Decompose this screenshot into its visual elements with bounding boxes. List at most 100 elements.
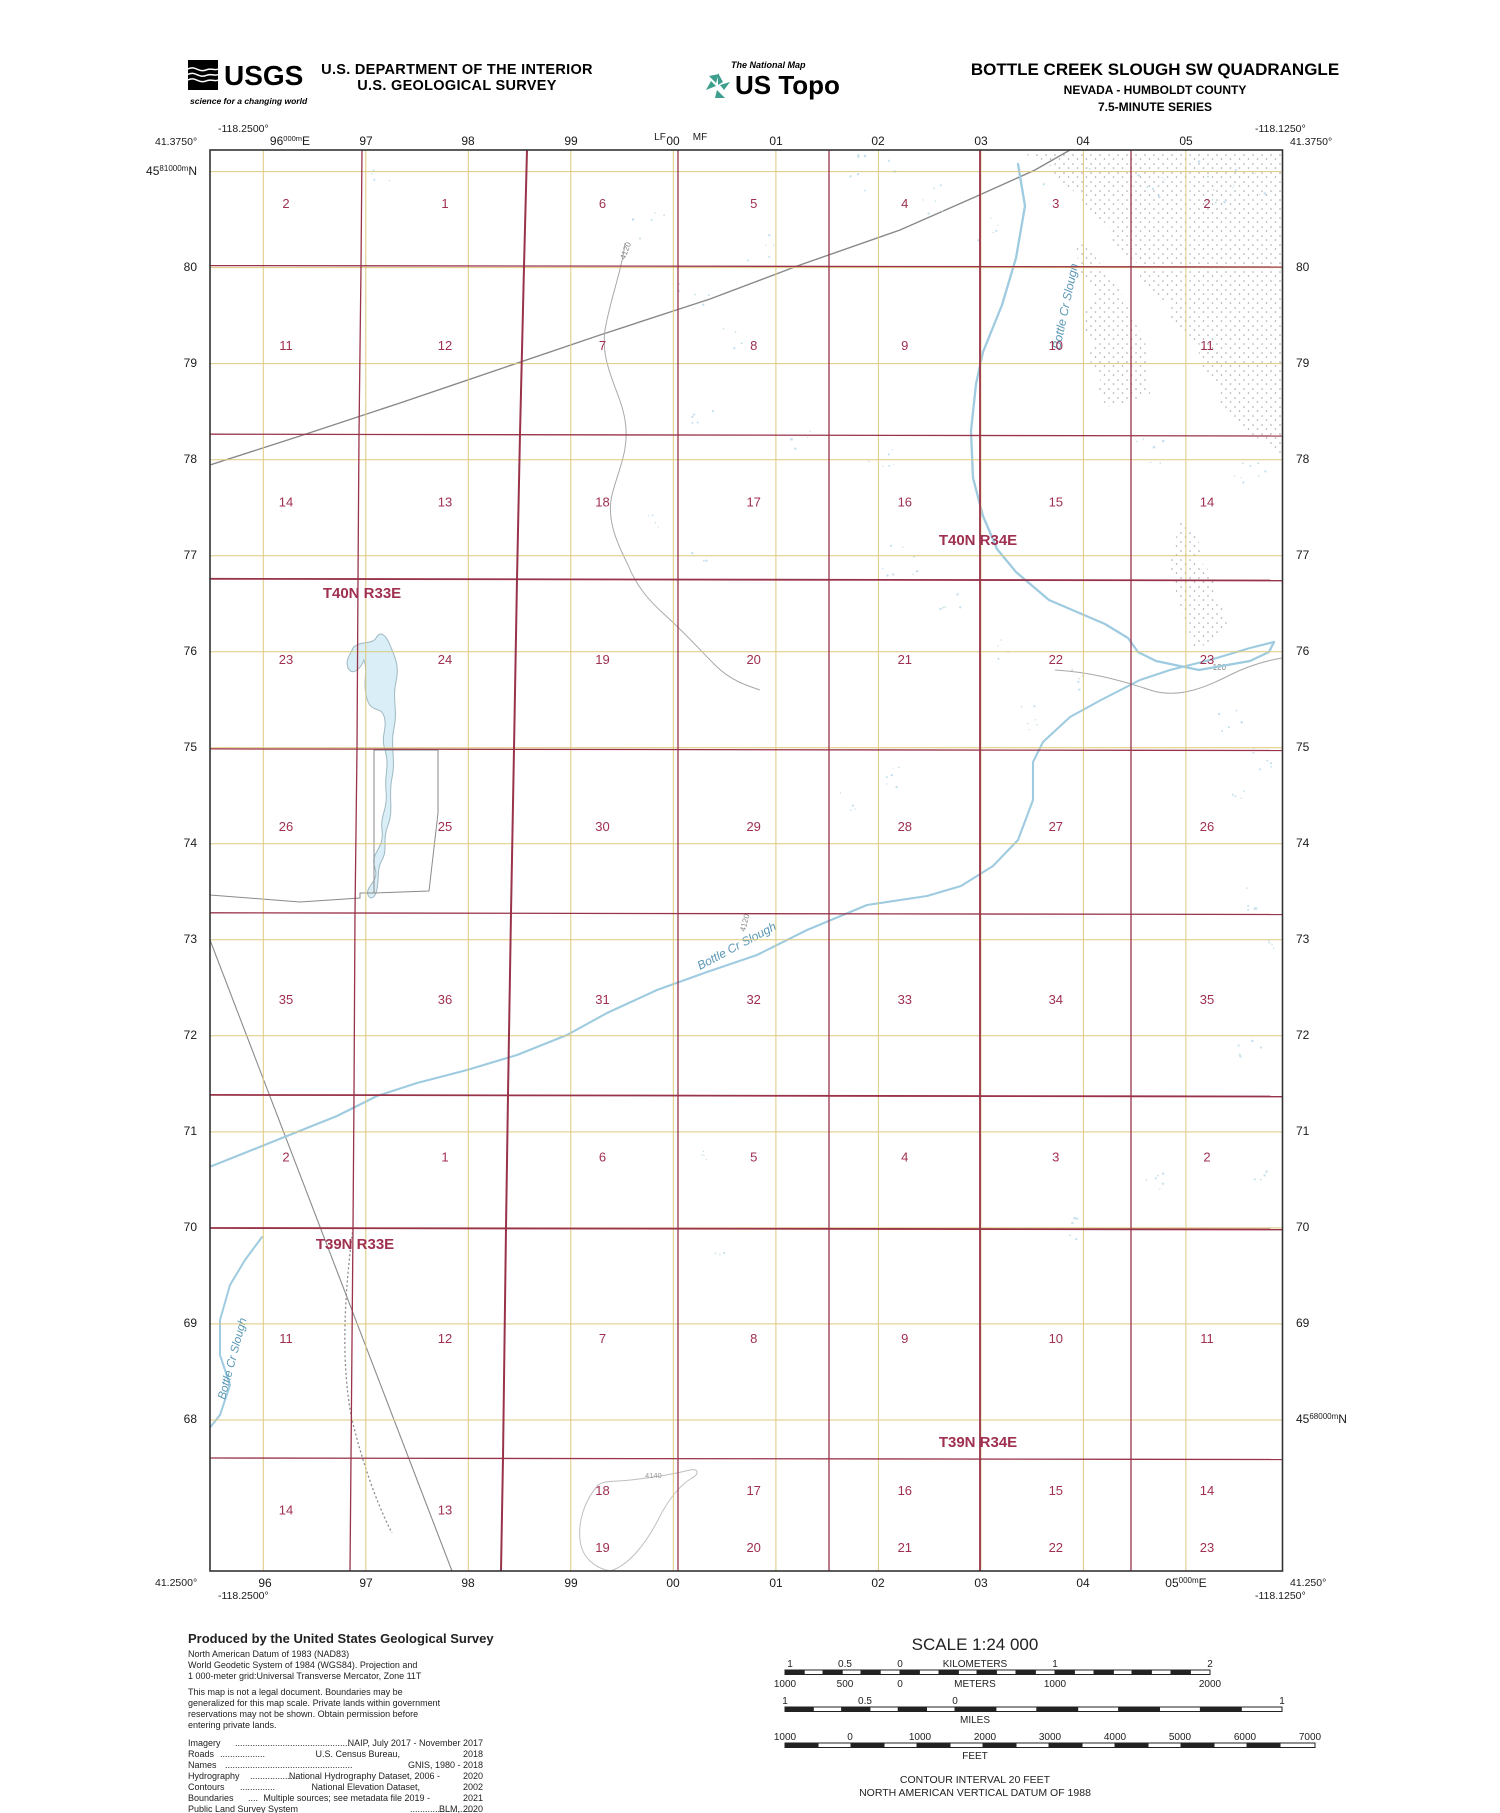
svg-text:02: 02 <box>871 1576 885 1590</box>
svg-text:04: 04 <box>1076 1576 1090 1590</box>
svg-text:MF: MF <box>693 132 707 143</box>
svg-text:12: 12 <box>438 338 452 353</box>
svg-text:28: 28 <box>898 819 912 834</box>
svg-text:T39N R33E: T39N R33E <box>316 1236 394 1253</box>
svg-text:7: 7 <box>599 1331 606 1346</box>
svg-text:National Hydrography Dataset: National Hydrography Dataset, 2006 - <box>289 1771 440 1781</box>
svg-text:reservations may not be shown.: reservations may not be shown. Obtain pe… <box>188 1709 418 1719</box>
svg-text:4581000mN: 4581000mN <box>146 164 197 179</box>
svg-text:23: 23 <box>1200 652 1214 667</box>
svg-text:1: 1 <box>1279 1696 1285 1707</box>
svg-text:World Geodetic System of 1984: World Geodetic System of 1984 (WGS84). P… <box>188 1660 417 1670</box>
svg-text:03: 03 <box>974 1576 988 1590</box>
svg-text:National Elevation Datas: National Elevation Dataset, <box>311 1782 420 1792</box>
svg-text:1: 1 <box>1052 1659 1058 1670</box>
svg-text:2: 2 <box>1207 1659 1213 1670</box>
svg-text:Roads: Roads <box>188 1749 215 1759</box>
svg-text:10: 10 <box>1049 1331 1063 1346</box>
svg-text:32: 32 <box>746 992 760 1007</box>
svg-text:11: 11 <box>279 1331 293 1346</box>
svg-text:1000: 1000 <box>909 1732 932 1743</box>
svg-text:96: 96 <box>258 1576 272 1590</box>
svg-text:1000: 1000 <box>1044 1679 1067 1690</box>
svg-text:12: 12 <box>438 1331 452 1346</box>
svg-text:1: 1 <box>787 1659 793 1670</box>
svg-text:BLM,: BLM, <box>439 1804 460 1813</box>
svg-text:78: 78 <box>1296 452 1310 466</box>
svg-text:4: 4 <box>901 196 908 211</box>
svg-text:36: 36 <box>438 992 452 1007</box>
svg-text:0: 0 <box>847 1732 853 1743</box>
svg-text:23: 23 <box>279 652 293 667</box>
svg-text:Boundaries: Boundaries <box>188 1793 234 1803</box>
svg-text:26: 26 <box>1200 819 1214 834</box>
svg-text:31: 31 <box>595 992 609 1007</box>
svg-text:01: 01 <box>769 134 783 148</box>
svg-text:6: 6 <box>599 196 606 211</box>
svg-text:70: 70 <box>184 1220 198 1234</box>
svg-text:22: 22 <box>1049 652 1063 667</box>
svg-text:18: 18 <box>595 1483 609 1498</box>
svg-text:76: 76 <box>184 644 198 658</box>
svg-text:80: 80 <box>184 260 198 274</box>
svg-text:T39N R34E: T39N R34E <box>939 1434 1017 1451</box>
svg-text:Produced by the United States: Produced by the United States Geological… <box>188 1631 494 1646</box>
svg-text:20: 20 <box>746 1540 760 1555</box>
svg-text:1 000-meter grid:Universal Tra: 1 000-meter grid:Universal Transverse Me… <box>188 1671 422 1681</box>
svg-text:77: 77 <box>184 548 198 562</box>
svg-text:-118.2500°: -118.2500° <box>218 1590 269 1602</box>
svg-text:77: 77 <box>1296 548 1310 562</box>
svg-text:2: 2 <box>1203 196 1210 211</box>
svg-text:13: 13 <box>438 1503 452 1518</box>
svg-text:2021: 2021 <box>463 1793 483 1803</box>
svg-text:16: 16 <box>898 1483 912 1498</box>
svg-text:00: 00 <box>666 1576 680 1590</box>
svg-text:Names: Names <box>188 1760 217 1770</box>
svg-text:2000: 2000 <box>974 1732 997 1743</box>
svg-text:74: 74 <box>184 836 198 850</box>
svg-text:35: 35 <box>279 992 293 1007</box>
svg-text:30: 30 <box>595 819 609 834</box>
svg-text:North American Datum of 1983 (: North American Datum of 1983 (NAD83) <box>188 1649 349 1659</box>
svg-text:CONTOUR INTERVAL 20 FEET: CONTOUR INTERVAL 20 FEET <box>900 1774 1051 1786</box>
svg-text:1000: 1000 <box>774 1732 797 1743</box>
svg-text:98: 98 <box>461 134 475 148</box>
svg-text:74: 74 <box>1296 836 1310 850</box>
svg-text:33: 33 <box>898 992 912 1007</box>
svg-text:97: 97 <box>359 1576 373 1590</box>
svg-text:4140: 4140 <box>645 1471 662 1480</box>
svg-text:22: 22 <box>1049 1540 1063 1555</box>
svg-text:METERS: METERS <box>954 1679 996 1690</box>
svg-text:41.2500°: 41.2500° <box>155 1577 197 1589</box>
svg-text:21: 21 <box>898 652 912 667</box>
svg-text:69: 69 <box>184 1316 198 1330</box>
svg-text:Hydrography: Hydrography <box>188 1771 240 1781</box>
svg-text:Multiple sources; see metadata: Multiple sources; see metadata file 2019… <box>263 1793 430 1803</box>
svg-text:0.5: 0.5 <box>838 1659 852 1670</box>
svg-text:FEET: FEET <box>962 1751 988 1762</box>
svg-text:0: 0 <box>897 1679 903 1690</box>
svg-text:98: 98 <box>461 1576 475 1590</box>
svg-text:LF: LF <box>654 132 666 143</box>
svg-text:17: 17 <box>746 1483 760 1498</box>
svg-text:GNIS, 1980 - 2018: GNIS, 1980 - 2018 <box>408 1760 483 1770</box>
svg-text:2: 2 <box>282 1150 289 1165</box>
svg-text:1000: 1000 <box>774 1679 797 1690</box>
svg-text:75: 75 <box>1296 740 1310 754</box>
svg-text:7: 7 <box>599 338 606 353</box>
svg-text:5: 5 <box>750 196 757 211</box>
svg-text:29: 29 <box>746 819 760 834</box>
svg-text:41.250°: 41.250° <box>1290 1577 1326 1589</box>
svg-text:3000: 3000 <box>1039 1732 1062 1743</box>
svg-text:MILES: MILES <box>960 1715 990 1726</box>
svg-text:24: 24 <box>438 652 452 667</box>
svg-text:01: 01 <box>769 1576 783 1590</box>
svg-text:14: 14 <box>279 495 293 510</box>
svg-text:16: 16 <box>898 495 912 510</box>
svg-text:-118.1250°: -118.1250° <box>1255 123 1306 135</box>
svg-text:500: 500 <box>837 1679 854 1690</box>
svg-text:SCALE 1:24 000: SCALE 1:24 000 <box>912 1635 1039 1654</box>
svg-text:NORTH AMERICAN VERTICAL DATUM: NORTH AMERICAN VERTICAL DATUM OF 1988 <box>859 1787 1091 1799</box>
svg-text:Contours: Contours <box>188 1782 225 1792</box>
svg-text:14: 14 <box>1200 495 1214 510</box>
